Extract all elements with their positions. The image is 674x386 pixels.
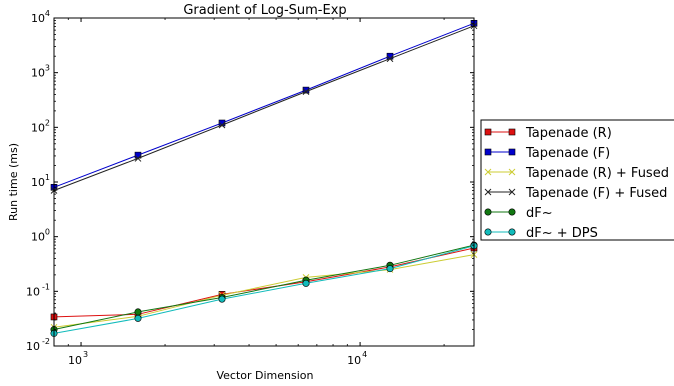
y-axis-label: Run time (ms)	[7, 143, 20, 221]
svg-text:0: 0	[45, 228, 50, 237]
legend-label: dF~ + DPS	[526, 226, 598, 241]
svg-text:10: 10	[347, 354, 361, 367]
svg-text:10: 10	[26, 340, 40, 353]
svg-text:-2: -2	[42, 337, 50, 346]
svg-text:10: 10	[31, 176, 45, 189]
series-tapenade-f-	[50, 19, 478, 191]
legend-marker	[484, 188, 492, 196]
svg-text:4: 4	[45, 9, 50, 18]
svg-text:4: 4	[362, 350, 367, 359]
data-point	[302, 279, 310, 287]
legend-item: Tapenade (F)	[484, 146, 610, 161]
data-point	[386, 265, 394, 273]
svg-text:1: 1	[45, 173, 50, 182]
legend-marker	[484, 168, 492, 176]
svg-text:-1: -1	[42, 282, 50, 291]
chart-title: Gradient of Log-Sum-Exp	[183, 3, 346, 18]
series-tapenade-r-	[50, 244, 478, 321]
legend-marker	[508, 208, 516, 216]
series-line	[53, 22, 475, 188]
svg-text:10: 10	[31, 12, 45, 25]
series-df-dps	[50, 242, 478, 337]
svg-text:10: 10	[31, 67, 45, 80]
y-tick-label: -110	[26, 282, 50, 298]
x-axis-label: Vector Dimension	[216, 369, 313, 382]
y-tick-label: 010	[31, 228, 50, 244]
legend-marker	[508, 228, 516, 236]
series-line	[53, 25, 475, 191]
data-point	[218, 295, 226, 303]
legend-label: dF~	[526, 206, 553, 221]
legend-marker	[484, 128, 492, 136]
legend: Tapenade (R) Tapenade (F) Tapenade (R) + F…	[480, 119, 674, 241]
legend-label: Tapenade (F)	[525, 146, 610, 161]
series-line	[53, 245, 475, 334]
legend-marker	[508, 148, 516, 156]
data-point	[218, 119, 226, 127]
series-line	[53, 247, 475, 318]
legend-item: Tapenade (F) + Fused	[484, 186, 667, 201]
svg-text:3: 3	[83, 350, 88, 359]
svg-text:10: 10	[31, 231, 45, 244]
y-tick-label: 210	[31, 118, 50, 134]
plot-frame	[53, 17, 475, 347]
y-tick-label: -210	[26, 337, 50, 353]
series-layer	[50, 19, 478, 337]
data-point	[134, 308, 142, 316]
svg-text:2: 2	[45, 118, 50, 127]
legend-marker	[484, 228, 492, 236]
svg-text:10: 10	[26, 285, 40, 298]
legend-label: Tapenade (R)	[525, 126, 612, 141]
legend-label: Tapenade (F) + Fused	[525, 186, 667, 201]
x-tick-label: 10 3	[68, 350, 88, 367]
x-tick-label: 10 4	[347, 350, 367, 367]
svg-text:10: 10	[31, 121, 45, 134]
y-tick-label: 110	[31, 173, 50, 189]
data-point	[134, 314, 142, 322]
legend-box	[480, 119, 674, 241]
data-point	[134, 155, 142, 162]
legend-marker	[484, 148, 492, 156]
legend-item: Tapenade (R)	[484, 126, 612, 141]
y-tick-label: 410	[31, 9, 50, 25]
legend-item: dF~	[484, 206, 553, 221]
series-line	[53, 254, 475, 328]
y-tick-label: 310	[31, 64, 50, 80]
legend-item: Tapenade (R) + Fused	[484, 166, 669, 181]
legend-marker	[508, 168, 516, 176]
legend-item: dF~ + DPS	[484, 226, 598, 241]
legend-marker	[508, 188, 516, 196]
data-point	[386, 55, 394, 63]
legend-label: Tapenade (R) + Fused	[525, 166, 669, 181]
svg-text:10: 10	[68, 354, 82, 367]
data-point	[218, 121, 226, 129]
series-line	[53, 244, 475, 330]
series-tapenade-f-fused	[50, 22, 478, 194]
svg-text:3: 3	[45, 64, 50, 73]
legend-marker	[508, 128, 516, 136]
data-point	[302, 88, 310, 95]
legend-marker	[484, 208, 492, 216]
